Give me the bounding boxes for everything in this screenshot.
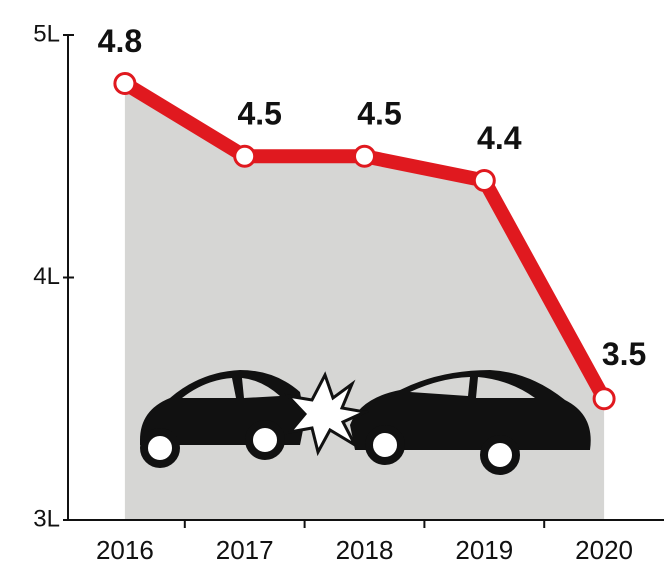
value-label: 4.5 xyxy=(357,96,401,132)
value-label: 4.8 xyxy=(98,23,142,59)
point xyxy=(233,144,257,168)
point xyxy=(113,72,137,95)
x-tick-label: 2020 xyxy=(575,535,633,565)
y-tick-label: 5L xyxy=(33,20,60,47)
x-tick-label: 2019 xyxy=(455,535,513,565)
value-label: 4.4 xyxy=(477,120,522,156)
point xyxy=(592,387,616,411)
y-tick-label: 3L xyxy=(33,505,60,532)
value-label: 3.5 xyxy=(602,336,646,372)
crash-illustration xyxy=(140,370,591,475)
value-label: 4.5 xyxy=(237,96,281,132)
x-tick-label: 2017 xyxy=(216,535,274,565)
point xyxy=(353,144,376,168)
point xyxy=(472,169,496,192)
x-tick-label: 2016 xyxy=(96,535,154,565)
x-tick-label: 2018 xyxy=(336,535,394,565)
y-tick-label: 4L xyxy=(33,263,60,290)
